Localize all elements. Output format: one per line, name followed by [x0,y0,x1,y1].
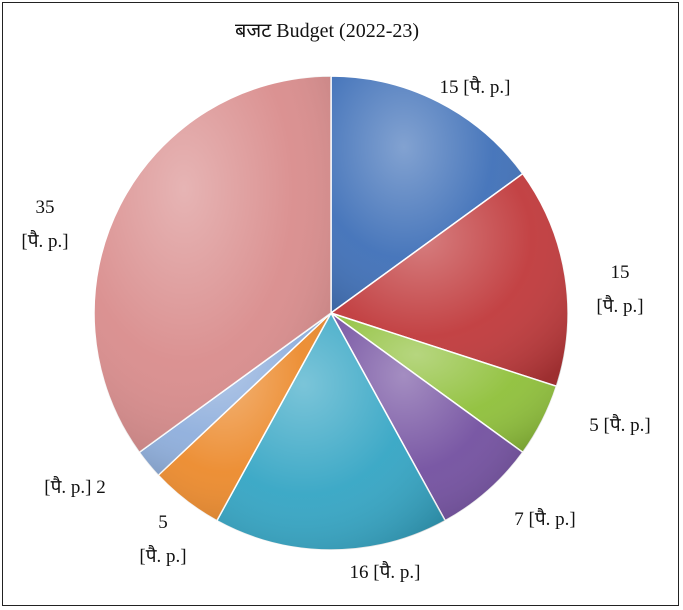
data-label-3: 5 [पै. p.] [589,413,650,436]
pie-slice-shading-6 [158,313,331,521]
data-label-5: 16 [पै. p.] [350,560,421,583]
data-label-4: 7 [पै. p.] [514,507,575,530]
pie-slice-shading-3 [331,313,557,453]
pie-slices [93,75,569,551]
data-label-7: [पै. p.] 2 [44,475,105,498]
data-label-unit-2: [पै. p.] [596,294,643,317]
data-label-value-2: 15 [611,262,630,283]
chart-title: बजट Budget (2022-23) [235,20,419,42]
slice-labels: 15 [पै. p.] 15 [पै. p.] 5 [पै. p.] 7 [पै. p.… [21,75,650,583]
pie-slice-shading-7 [139,313,331,476]
data-label-1: 15 [पै. p.] [440,75,511,98]
pie-slice-shading-1 [331,76,523,313]
data-label-value-8: 35 [36,197,55,218]
pie-slice-shading-2 [331,173,569,387]
pie-slice-shading-5 [216,313,446,550]
pie-slice-shading-4 [331,313,523,521]
data-label-unit-8: [पै. p.] [21,229,68,252]
data-label-unit-6: [पै. p.] [139,544,186,567]
data-label-value-6: 5 [158,512,168,533]
pie-slice-shading-8 [93,75,332,453]
